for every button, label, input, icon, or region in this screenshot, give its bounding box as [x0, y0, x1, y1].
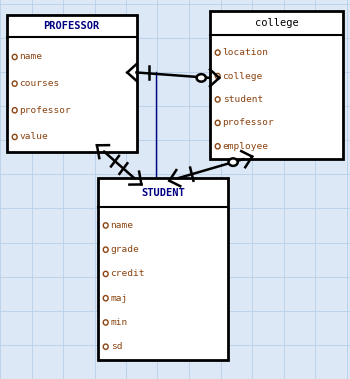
Text: min: min: [111, 318, 128, 327]
Text: student: student: [223, 95, 263, 104]
Bar: [210, 11, 343, 159]
Text: professor: professor: [20, 106, 71, 115]
Ellipse shape: [229, 158, 238, 166]
Text: courses: courses: [20, 79, 60, 88]
Text: STUDENT: STUDENT: [141, 188, 185, 198]
Ellipse shape: [197, 74, 206, 81]
Bar: [7, 15, 136, 152]
Text: name: name: [20, 52, 43, 61]
Text: employee: employee: [223, 142, 268, 151]
Bar: [98, 178, 228, 360]
Text: grade: grade: [111, 245, 139, 254]
Text: credit: credit: [111, 269, 145, 279]
Text: PROFESSOR: PROFESSOR: [44, 21, 100, 31]
Text: college: college: [223, 72, 263, 80]
Text: professor: professor: [223, 118, 274, 127]
Text: sd: sd: [111, 342, 122, 351]
Text: name: name: [111, 221, 134, 230]
Text: college: college: [255, 18, 298, 28]
Text: location: location: [223, 48, 268, 57]
Text: maj: maj: [111, 294, 128, 303]
Text: value: value: [20, 132, 48, 141]
